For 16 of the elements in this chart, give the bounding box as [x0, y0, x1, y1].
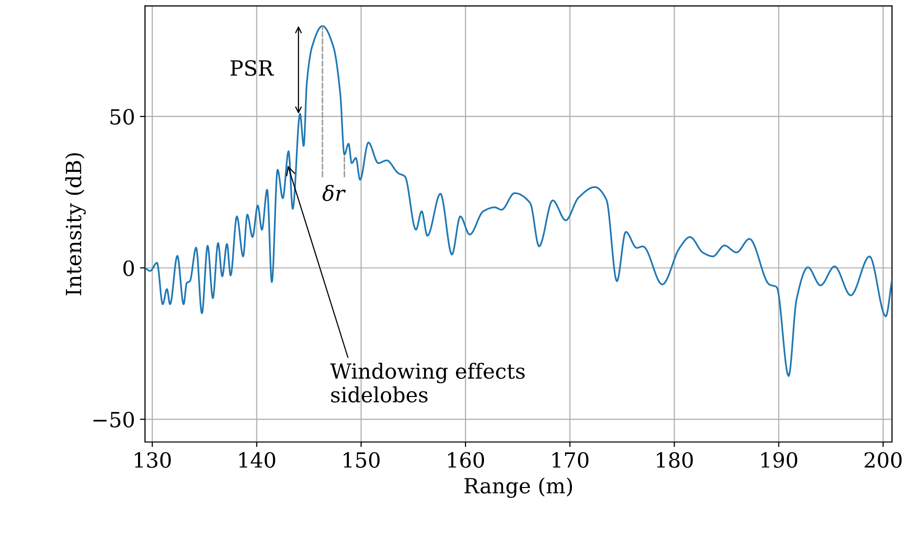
- x-tick-label: 170: [552, 452, 588, 468]
- x-tick-label: 140: [239, 452, 276, 468]
- annotation: Windowing effects sidelobes: [330, 362, 525, 403]
- x-tick-label: 150: [344, 452, 380, 468]
- y-tick-label: −50: [94, 412, 134, 428]
- x-tick-label: 180: [656, 452, 693, 468]
- x-tick-label: 130: [134, 452, 171, 468]
- y-tick-label: 50: [110, 108, 134, 125]
- y-axis-title: Intensity (dB): [65, 153, 86, 296]
- x-tick-label: 190: [761, 452, 798, 468]
- annotation: δr: [322, 184, 346, 202]
- y-tick-label: 0: [123, 260, 134, 276]
- x-tick-label: 160: [448, 452, 484, 468]
- x-tick-label: 200: [864, 452, 902, 468]
- annotation: PSR: [230, 60, 274, 76]
- x-axis-title: Range (m): [464, 477, 572, 498]
